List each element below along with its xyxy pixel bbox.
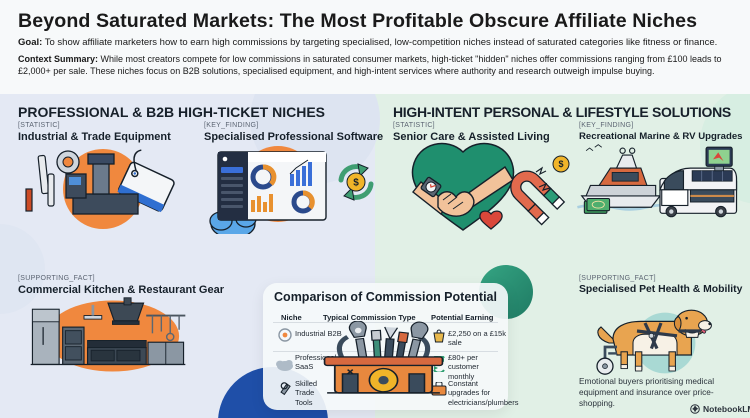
svg-text:$: $ bbox=[558, 159, 563, 169]
svg-text:$: $ bbox=[353, 178, 359, 189]
